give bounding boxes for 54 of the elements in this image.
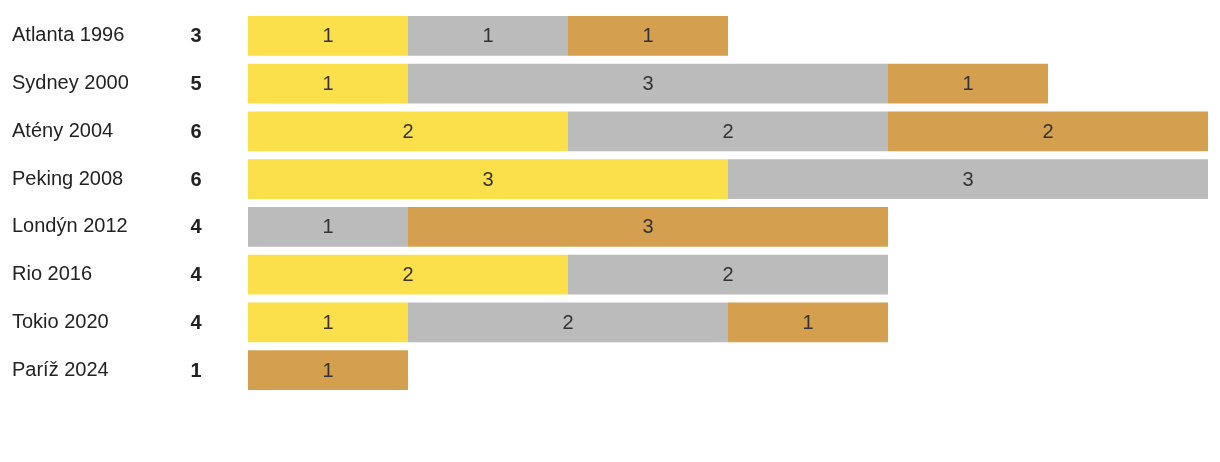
data-label: 3 bbox=[642, 215, 654, 238]
bar bbox=[248, 111, 568, 152]
bar bbox=[248, 302, 408, 343]
data-label: 3 bbox=[962, 167, 974, 190]
data-label: 3 bbox=[642, 72, 654, 95]
bar bbox=[248, 159, 728, 200]
data-label: 2 bbox=[1042, 119, 1054, 142]
total-label: 4 bbox=[190, 263, 203, 286]
bar bbox=[728, 159, 1208, 200]
y-tick-label: Peking 2008 bbox=[12, 166, 124, 189]
bar bbox=[728, 302, 888, 343]
y-tick-label: Londýn 2012 bbox=[12, 214, 128, 237]
y-tick-label: Rio 2016 bbox=[12, 262, 93, 285]
bar bbox=[888, 111, 1208, 152]
data-label: 1 bbox=[802, 310, 814, 333]
data-label: 3 bbox=[482, 167, 494, 190]
bar bbox=[888, 63, 1048, 104]
data-label: 2 bbox=[562, 310, 574, 333]
bar bbox=[568, 15, 728, 56]
total-label: 6 bbox=[190, 119, 202, 142]
y-tick-label: Paríž 2024 bbox=[12, 357, 109, 380]
y-tick-label: Atény 2004 bbox=[12, 118, 114, 141]
total-label: 4 bbox=[190, 215, 203, 238]
bar bbox=[408, 15, 568, 56]
total-label: 5 bbox=[190, 72, 202, 95]
bar bbox=[248, 254, 568, 295]
bar bbox=[248, 206, 408, 247]
total-label: 6 bbox=[190, 167, 202, 190]
bar bbox=[568, 254, 888, 295]
total-label: 4 bbox=[190, 310, 203, 333]
data-label: 1 bbox=[642, 24, 654, 47]
y-tick-label: Atlanta 1996 bbox=[12, 23, 125, 46]
data-label: 1 bbox=[482, 24, 494, 47]
bar bbox=[248, 15, 408, 56]
total-label: 3 bbox=[190, 24, 202, 47]
y-tick-label: Sydney 2000 bbox=[12, 71, 129, 94]
data-label: 1 bbox=[322, 358, 334, 381]
total-label: 1 bbox=[190, 358, 202, 381]
bar bbox=[408, 63, 888, 104]
y-tick-label: Tokio 2020 bbox=[12, 309, 109, 332]
data-label: 1 bbox=[322, 310, 334, 333]
data-label: 2 bbox=[402, 263, 414, 286]
data-label: 1 bbox=[962, 72, 974, 95]
bar bbox=[408, 302, 728, 343]
bar bbox=[248, 350, 408, 391]
bar bbox=[408, 206, 888, 247]
data-label: 1 bbox=[322, 72, 334, 95]
data-label: 1 bbox=[322, 24, 334, 47]
bar bbox=[248, 63, 408, 104]
bar bbox=[568, 111, 888, 152]
data-label: 2 bbox=[402, 119, 414, 142]
data-label: 2 bbox=[722, 119, 734, 142]
data-label: 1 bbox=[322, 215, 334, 238]
data-label: 2 bbox=[722, 263, 734, 286]
